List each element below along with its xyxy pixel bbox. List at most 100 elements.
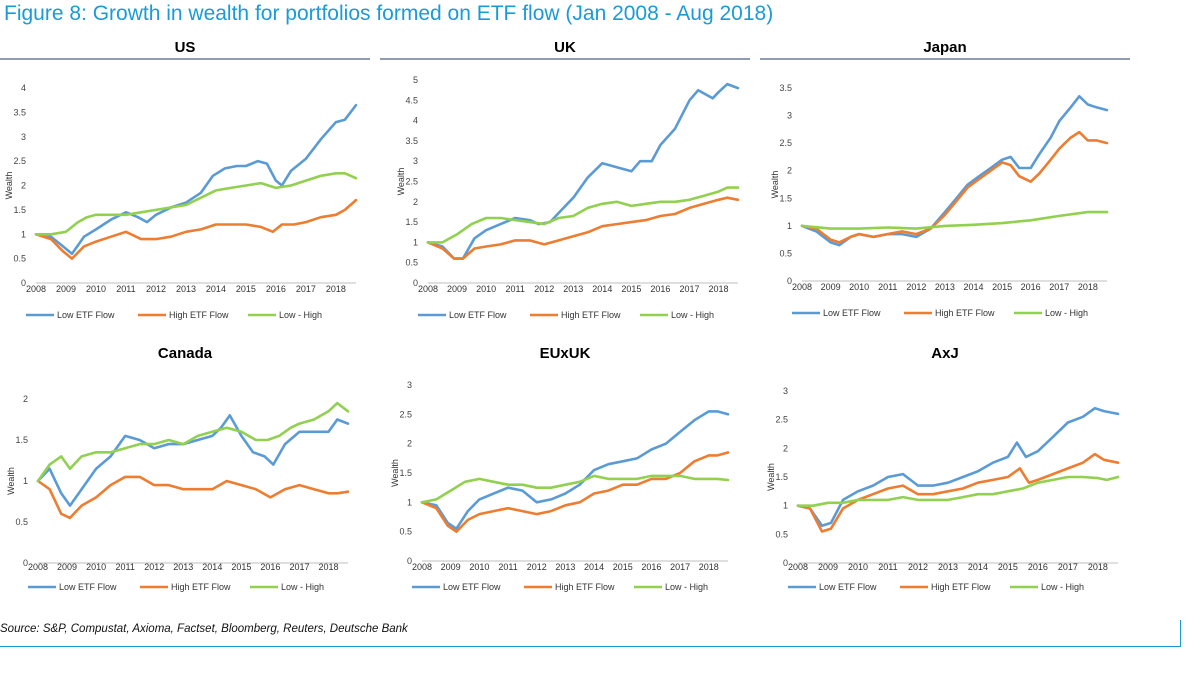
legend-label: High ETF Flow [931, 582, 991, 592]
x-tick-label: 2017 [670, 562, 690, 572]
y-tick-label: 3.5 [405, 136, 418, 146]
x-tick-label: 2015 [613, 562, 633, 572]
y-tick-label: 2 [23, 394, 28, 404]
x-tick-label: 2009 [57, 562, 77, 572]
y-tick-label: 0.5 [13, 254, 26, 264]
x-tick-label: 2012 [527, 562, 547, 572]
legend-label: Low - High [1041, 582, 1084, 592]
x-tick-label: 2012 [534, 284, 554, 294]
source-rule-edge [1180, 620, 1181, 647]
x-tick-label: 2018 [1078, 282, 1098, 292]
y-tick-label: 0.5 [15, 517, 28, 527]
y-tick-label: 2 [787, 166, 792, 176]
x-tick-label: 2011 [878, 282, 897, 292]
x-tick-label: 2011 [498, 562, 517, 572]
x-tick-label: 2018 [709, 284, 729, 294]
x-tick-label: 2017 [289, 562, 309, 572]
x-tick-label: 2017 [679, 284, 699, 294]
y-tick-label: 2.5 [13, 156, 26, 166]
x-tick-label: 2009 [441, 562, 461, 572]
y-axis-label: Wealth [390, 459, 400, 487]
y-tick-label: 0.5 [399, 527, 412, 537]
x-tick-label: 2009 [818, 562, 838, 572]
x-tick-label: 2010 [848, 562, 868, 572]
x-tick-label: 2018 [1088, 562, 1108, 572]
y-tick-label: 0.5 [775, 529, 788, 539]
x-tick-label: 2013 [938, 562, 958, 572]
series-line-1 [426, 82, 740, 260]
x-tick-label: 2011 [115, 562, 134, 572]
y-tick-label: 1.5 [405, 217, 418, 227]
x-tick-label: 2017 [1058, 562, 1078, 572]
legend-label: Low - High [671, 310, 714, 320]
legend-label: Low ETF Flow [449, 310, 507, 320]
chart-panel-euxuk: EUxUK Wealth 0 0.5 1 1.5 2 2.5 3 2008 2009 2010 2011… [390, 345, 730, 592]
legend-label: Low ETF Flow [59, 582, 117, 592]
x-tick-label: 2009 [447, 284, 467, 294]
x-tick-label: 2014 [202, 562, 222, 572]
y-tick-label: 2.5 [775, 415, 788, 425]
series-line-2 [796, 452, 1120, 533]
x-tick-label: 2010 [86, 562, 106, 572]
source-rule [0, 646, 1181, 647]
x-tick-label: 2018 [319, 562, 339, 572]
x-tick-label: 2011 [505, 284, 524, 294]
x-tick-label: 2017 [1049, 282, 1069, 292]
y-tick-label: 1.5 [13, 205, 26, 215]
x-tick-label: 2015 [236, 284, 256, 294]
x-tick-label: 2009 [56, 284, 76, 294]
y-tick-label: 2.5 [779, 138, 792, 148]
y-tick-label: 1 [413, 237, 418, 247]
series-line-1 [420, 410, 730, 530]
legend-label: Low - High [281, 582, 324, 592]
legend-label: High ETF Flow [555, 582, 615, 592]
chart-title: EUxUK [540, 345, 591, 362]
x-tick-label: 2016 [260, 562, 280, 572]
series-line-1 [796, 406, 1120, 527]
legend-label: Low - High [665, 582, 708, 592]
legend-label: Low ETF Flow [443, 582, 501, 592]
chart-title: US [175, 39, 196, 56]
x-tick-label: 2012 [908, 562, 928, 572]
series-line-2 [36, 475, 350, 520]
figure-title: Figure 8: Growth in wealth for portfolio… [4, 2, 774, 25]
y-tick-label: 2 [413, 197, 418, 207]
x-tick-label: 2008 [788, 562, 808, 572]
legend-label: Low ETF Flow [819, 582, 877, 592]
x-tick-label: 2011 [116, 284, 135, 294]
x-tick-label: 2015 [992, 282, 1012, 292]
x-tick-label: 2016 [641, 562, 661, 572]
x-tick-label: 2014 [963, 282, 983, 292]
x-tick-label: 2014 [584, 562, 604, 572]
x-tick-label: 2012 [146, 284, 166, 294]
y-axis-label: Wealth [770, 171, 780, 199]
x-tick-label: 2016 [266, 284, 286, 294]
x-tick-label: 2008 [26, 284, 46, 294]
series-line-3 [36, 401, 350, 483]
x-tick-label: 2014 [968, 562, 988, 572]
x-tick-label: 2016 [650, 284, 670, 294]
x-tick-label: 2013 [176, 284, 196, 294]
series-line-2 [800, 130, 1109, 244]
series-line-2 [426, 196, 740, 260]
x-tick-label: 2016 [1028, 562, 1048, 572]
legend-label: Low ETF Flow [57, 310, 115, 320]
y-tick-label: 0 [407, 556, 412, 566]
series-line-1 [36, 414, 350, 507]
y-tick-label: 0 [21, 278, 26, 288]
x-tick-label: 2017 [296, 284, 316, 294]
series-line-3 [800, 210, 1109, 230]
x-tick-label: 2015 [231, 562, 251, 572]
x-tick-label: 2011 [878, 562, 897, 572]
y-tick-label: 0.5 [405, 258, 418, 268]
y-tick-label: 3 [413, 156, 418, 166]
y-tick-label: 3 [783, 386, 788, 396]
y-tick-label: 2.5 [399, 409, 412, 419]
series-line-3 [426, 186, 740, 244]
y-tick-label: 0 [23, 558, 28, 568]
chart-panel-canada: Canada Wealth 0 0.5 1 1.5 2 2008 2009 2010 2011 201… [6, 345, 350, 592]
legend-label: Low ETF Flow [823, 308, 881, 318]
legend-label: High ETF Flow [169, 310, 229, 320]
x-tick-label: 2013 [555, 562, 575, 572]
y-tick-label: 3.5 [13, 107, 26, 117]
